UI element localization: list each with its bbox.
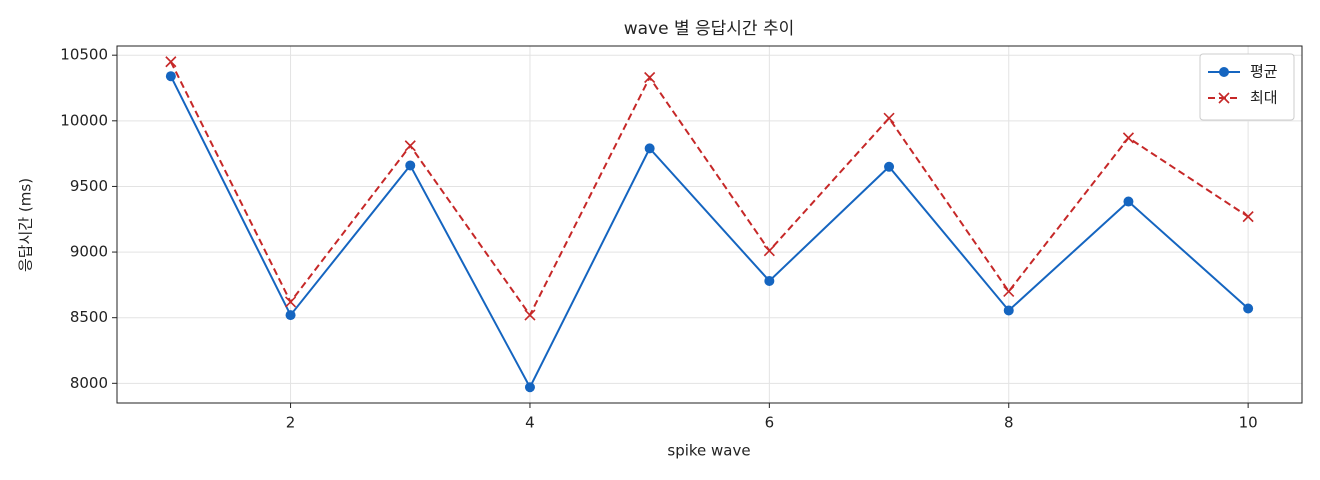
marker xyxy=(1123,196,1134,207)
marker xyxy=(763,245,775,257)
y-tick-label: 8000 xyxy=(70,374,108,392)
marker xyxy=(524,309,536,321)
x-tick-label: 10 xyxy=(1239,414,1258,432)
chart-title: wave 별 응답시간 추이 xyxy=(624,19,795,39)
x-tick-label: 8 xyxy=(1004,414,1014,432)
x-tick-label: 2 xyxy=(286,414,296,432)
marker xyxy=(165,56,177,68)
marker xyxy=(284,296,297,308)
y-tick-label: 9500 xyxy=(70,177,108,195)
y-axis-label: 응답시간 (ms) xyxy=(17,178,35,272)
marker xyxy=(1122,132,1135,144)
marker xyxy=(1242,211,1254,223)
y-tick-label: 10500 xyxy=(60,46,108,64)
marker xyxy=(405,160,416,171)
marker xyxy=(404,140,416,152)
marker xyxy=(764,275,775,286)
marker xyxy=(1003,285,1015,298)
marker xyxy=(884,161,895,172)
marker xyxy=(1003,305,1014,316)
legend-box xyxy=(1199,53,1295,121)
marker xyxy=(285,310,296,321)
y-tick-label: 8500 xyxy=(70,308,108,326)
series-line xyxy=(169,61,1249,317)
marker xyxy=(165,71,176,82)
x-tick-label: 6 xyxy=(765,414,775,432)
x-tick-label: 4 xyxy=(525,414,535,432)
series-line xyxy=(169,75,1249,390)
marker xyxy=(644,143,655,154)
marker xyxy=(1243,303,1254,314)
marker xyxy=(883,112,895,124)
y-tick-label: 9000 xyxy=(70,243,108,261)
legend-label: 최대 xyxy=(1250,89,1278,107)
legend-marker xyxy=(1218,92,1230,104)
legend-label: 평균 xyxy=(1250,63,1278,81)
marker xyxy=(644,71,656,84)
plot-frame xyxy=(116,45,1303,404)
legend-marker xyxy=(1219,67,1229,77)
marker xyxy=(524,382,535,393)
y-tick-label: 10000 xyxy=(60,111,108,129)
x-axis-label: spike wave xyxy=(667,442,750,460)
